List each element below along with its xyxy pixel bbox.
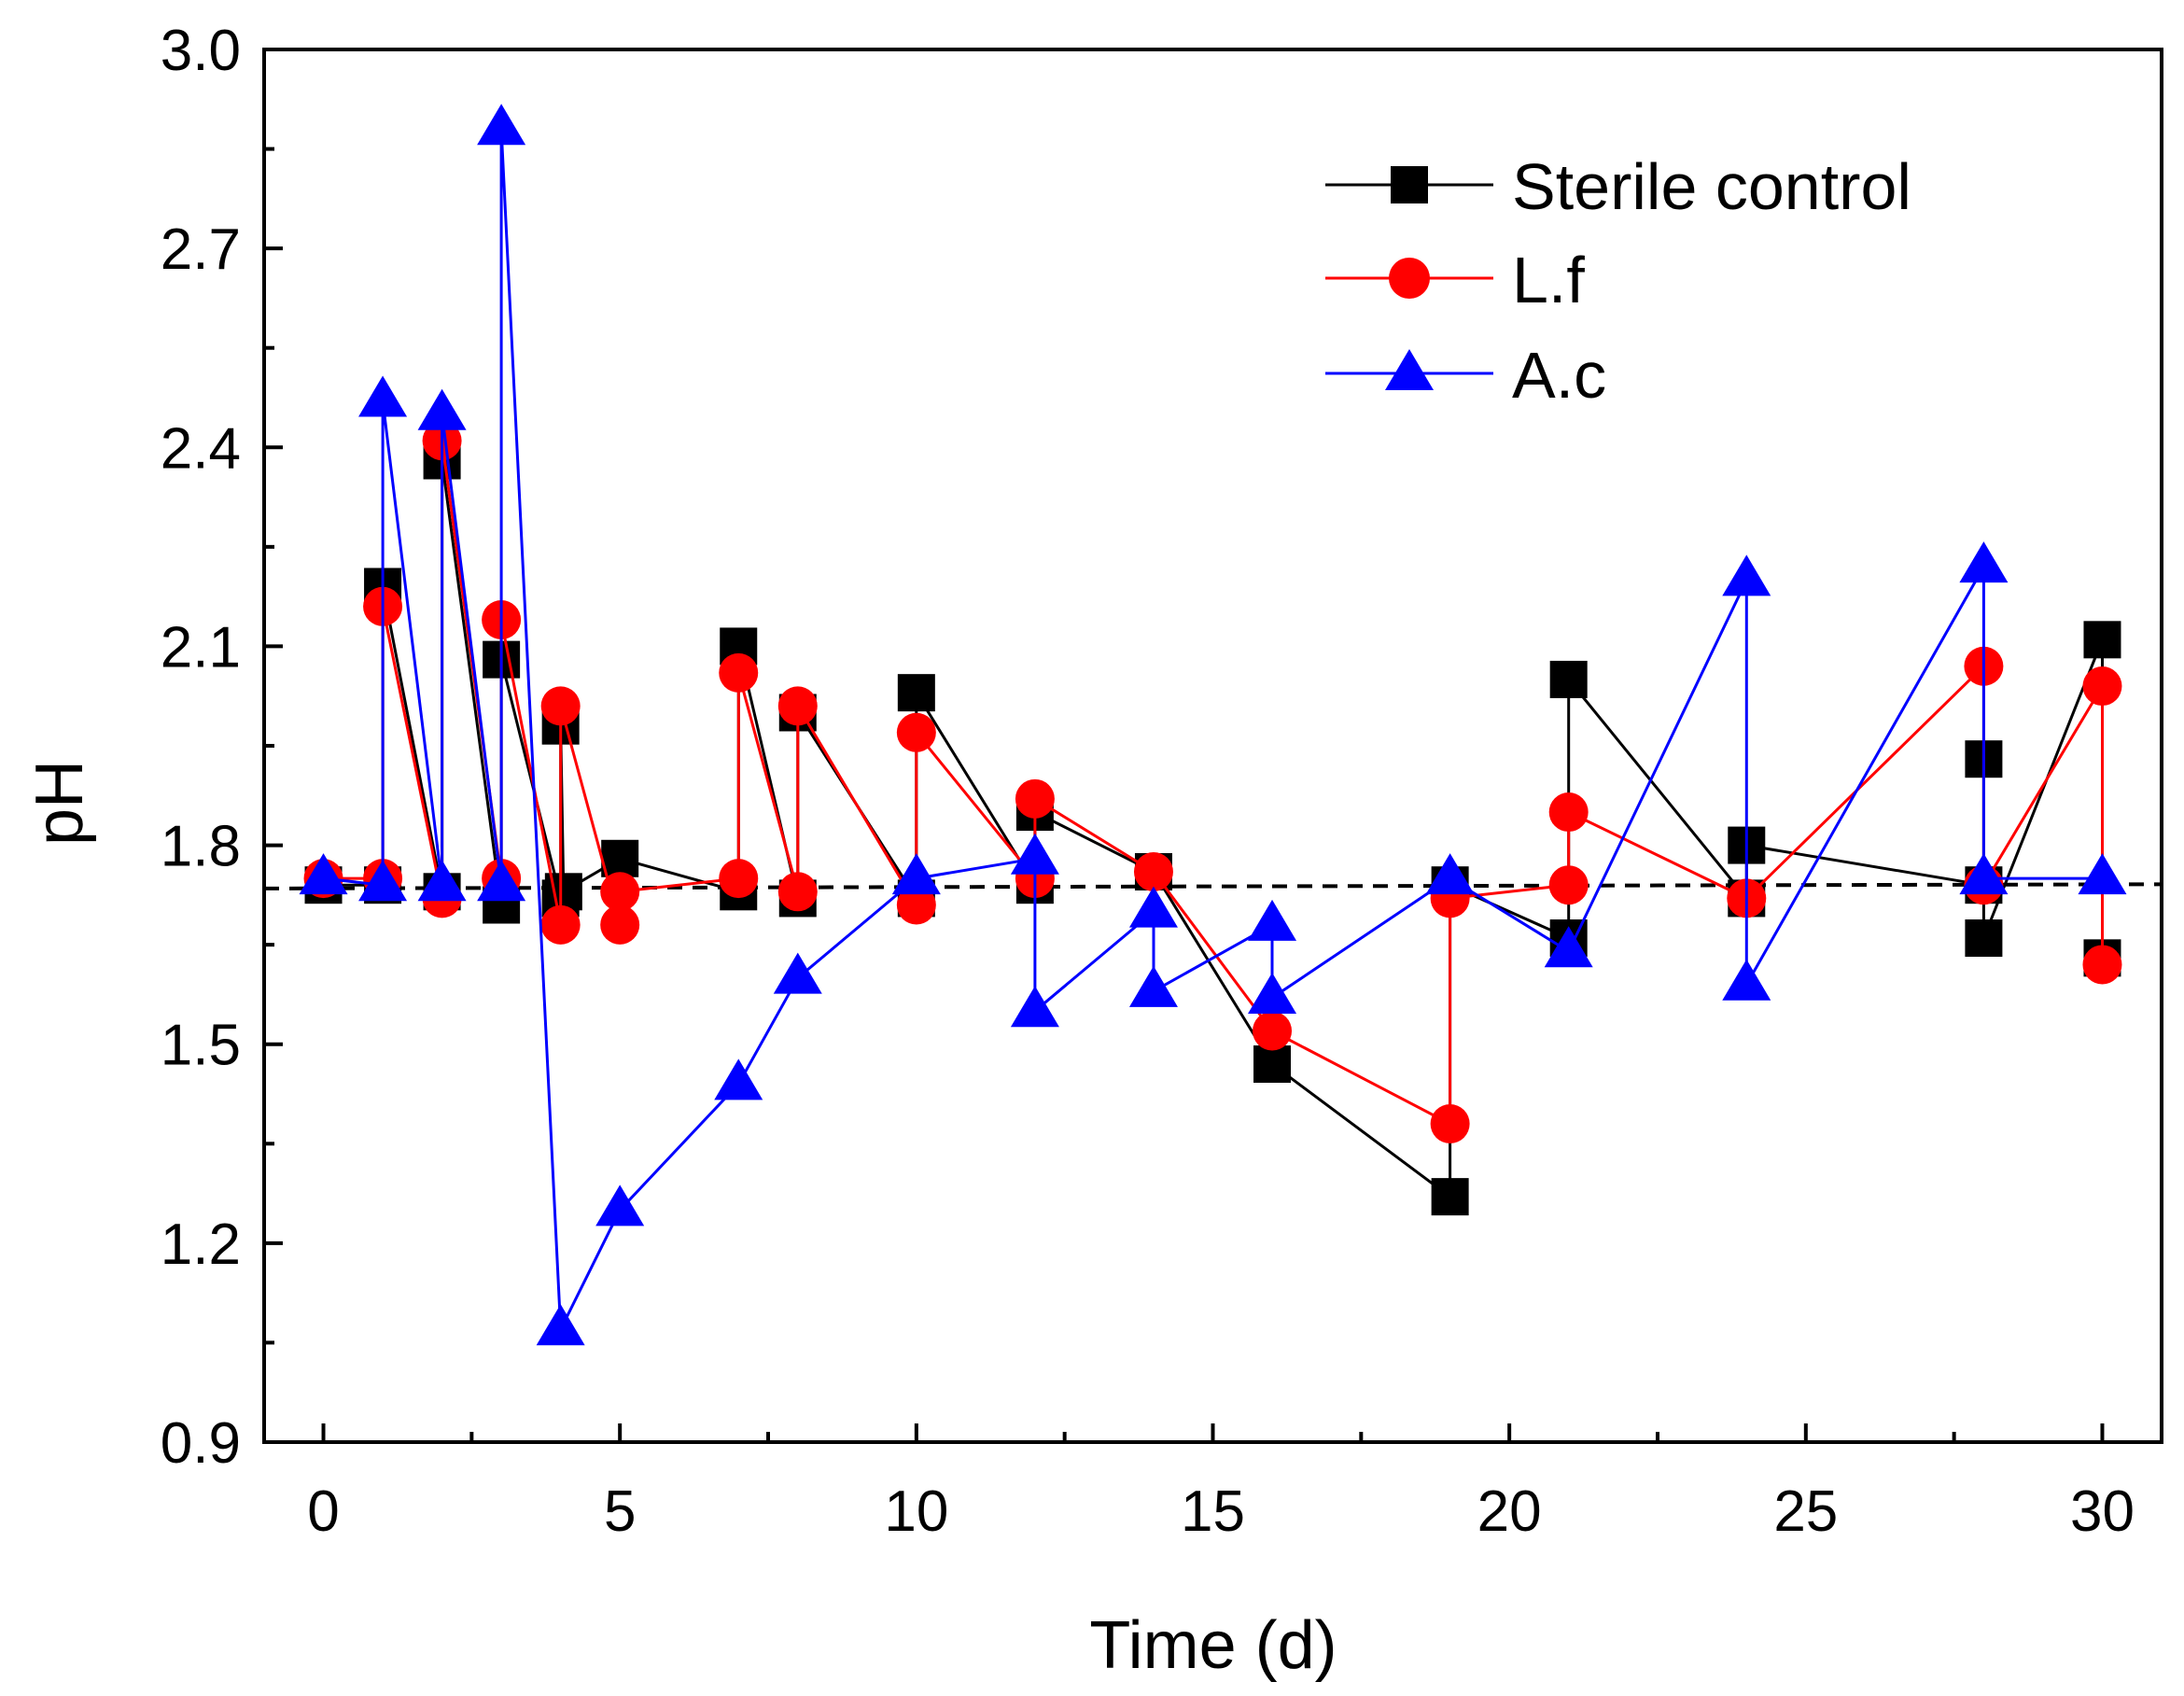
series-group — [299, 104, 2127, 1346]
data-point-a-c — [358, 375, 408, 417]
legend: Sterile control L.f A.c — [1325, 150, 1911, 412]
data-point-sterile-control — [601, 839, 639, 877]
data-point-a-c — [477, 860, 526, 902]
data-point-l-f — [600, 872, 640, 912]
plot-frame — [262, 48, 2163, 1444]
data-point-l-f — [896, 712, 936, 752]
x-tick-label: 20 — [1477, 1479, 1542, 1544]
data-point-sterile-control — [1431, 1178, 1469, 1216]
data-point-sterile-control — [1549, 660, 1588, 698]
data-point-sterile-control — [1253, 1045, 1292, 1084]
y-tick-label: 2.7 — [161, 217, 241, 282]
legend-marker-lf — [1389, 258, 1430, 299]
legend-label-ac: A.c — [1512, 339, 1606, 412]
data-point-a-c — [1722, 959, 1771, 1001]
data-point-a-c — [1959, 853, 2009, 895]
data-point-l-f — [777, 686, 818, 726]
data-point-a-c — [2078, 853, 2127, 895]
y-tick-label: 0.9 — [161, 1411, 241, 1476]
data-point-a-c — [1248, 972, 1297, 1014]
data-point-a-c — [1544, 926, 1593, 968]
data-point-a-c — [1425, 853, 1475, 895]
y-tick-label: 2.4 — [161, 416, 241, 481]
data-point-l-f — [600, 904, 640, 945]
data-point-a-c — [1010, 986, 1059, 1028]
data-point-sterile-control — [1965, 919, 2003, 958]
data-point-l-f — [540, 904, 581, 945]
data-point-a-c — [536, 1304, 585, 1346]
data-point-a-c — [891, 853, 941, 895]
data-point-a-c — [1722, 554, 1771, 596]
data-point-a-c — [595, 1184, 645, 1226]
data-point-l-f — [719, 859, 759, 899]
data-point-a-c — [417, 388, 467, 430]
legend-label-lf: L.f — [1512, 244, 1585, 316]
data-point-sterile-control — [2083, 621, 2121, 659]
x-tick-label: 5 — [604, 1479, 636, 1544]
legend-marker-ac — [1385, 349, 1434, 390]
data-point-a-c — [1128, 886, 1178, 928]
data-point-l-f — [2082, 945, 2122, 985]
y-tick-label: 1.8 — [161, 815, 241, 879]
y-axis-ticks: 0.9 1.2 1.5 1.8 2.1 2.4 2.7 3.0 — [161, 19, 283, 1476]
y-axis-title: pH — [22, 760, 97, 846]
y-tick-label: 1.2 — [161, 1212, 241, 1277]
data-point-a-c — [714, 1058, 763, 1100]
series-a-c — [299, 104, 2127, 1346]
data-point-a-c — [1959, 541, 2009, 583]
data-point-a-c — [299, 853, 348, 895]
data-point-l-f — [1548, 792, 1589, 833]
x-axis-ticks: 0 5 10 15 20 25 30 — [307, 1423, 2135, 1544]
data-point-a-c — [358, 860, 408, 902]
x-tick-label: 25 — [1773, 1479, 1838, 1544]
legend-marker-sterile-control — [1391, 166, 1428, 203]
y-tick-label: 1.5 — [161, 1014, 241, 1078]
data-point-l-f — [896, 885, 936, 925]
data-point-l-f — [1015, 778, 1055, 819]
data-point-a-c — [477, 104, 526, 146]
data-point-l-f — [2082, 666, 2122, 707]
y-tick-label: 3.0 — [161, 19, 241, 83]
x-tick-label: 30 — [2070, 1479, 2135, 1544]
data-point-a-c — [417, 860, 467, 902]
x-tick-label: 10 — [884, 1479, 948, 1544]
data-point-l-f — [1430, 1103, 1470, 1143]
data-point-l-f — [1253, 1011, 1293, 1051]
data-point-sterile-control — [897, 674, 935, 712]
data-point-a-c — [773, 952, 822, 994]
x-tick-label: 15 — [1181, 1479, 1245, 1544]
data-point-l-f — [719, 652, 759, 693]
data-point-a-c — [1010, 833, 1059, 875]
data-point-a-c — [1128, 965, 1178, 1007]
legend-label-sterile-control: Sterile control — [1512, 150, 1911, 223]
x-tick-label: 0 — [307, 1479, 339, 1544]
plot-area — [264, 49, 2162, 1442]
data-point-l-f — [1133, 851, 1173, 891]
data-point-l-f — [540, 686, 581, 726]
data-point-a-c — [1248, 899, 1297, 941]
data-point-l-f — [777, 872, 818, 912]
data-point-l-f — [1548, 865, 1589, 905]
y-tick-label: 2.1 — [161, 615, 241, 680]
x-axis-title: Time (d) — [1089, 1608, 1337, 1683]
